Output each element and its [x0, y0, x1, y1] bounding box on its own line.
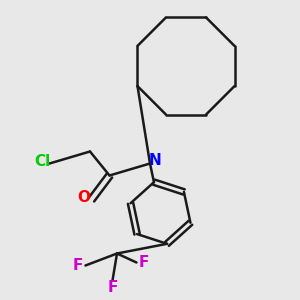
Text: O: O: [77, 190, 91, 206]
Text: F: F: [73, 258, 83, 273]
Text: F: F: [139, 255, 149, 270]
Text: N: N: [149, 153, 162, 168]
Text: Cl: Cl: [34, 154, 50, 169]
Text: F: F: [107, 280, 118, 296]
